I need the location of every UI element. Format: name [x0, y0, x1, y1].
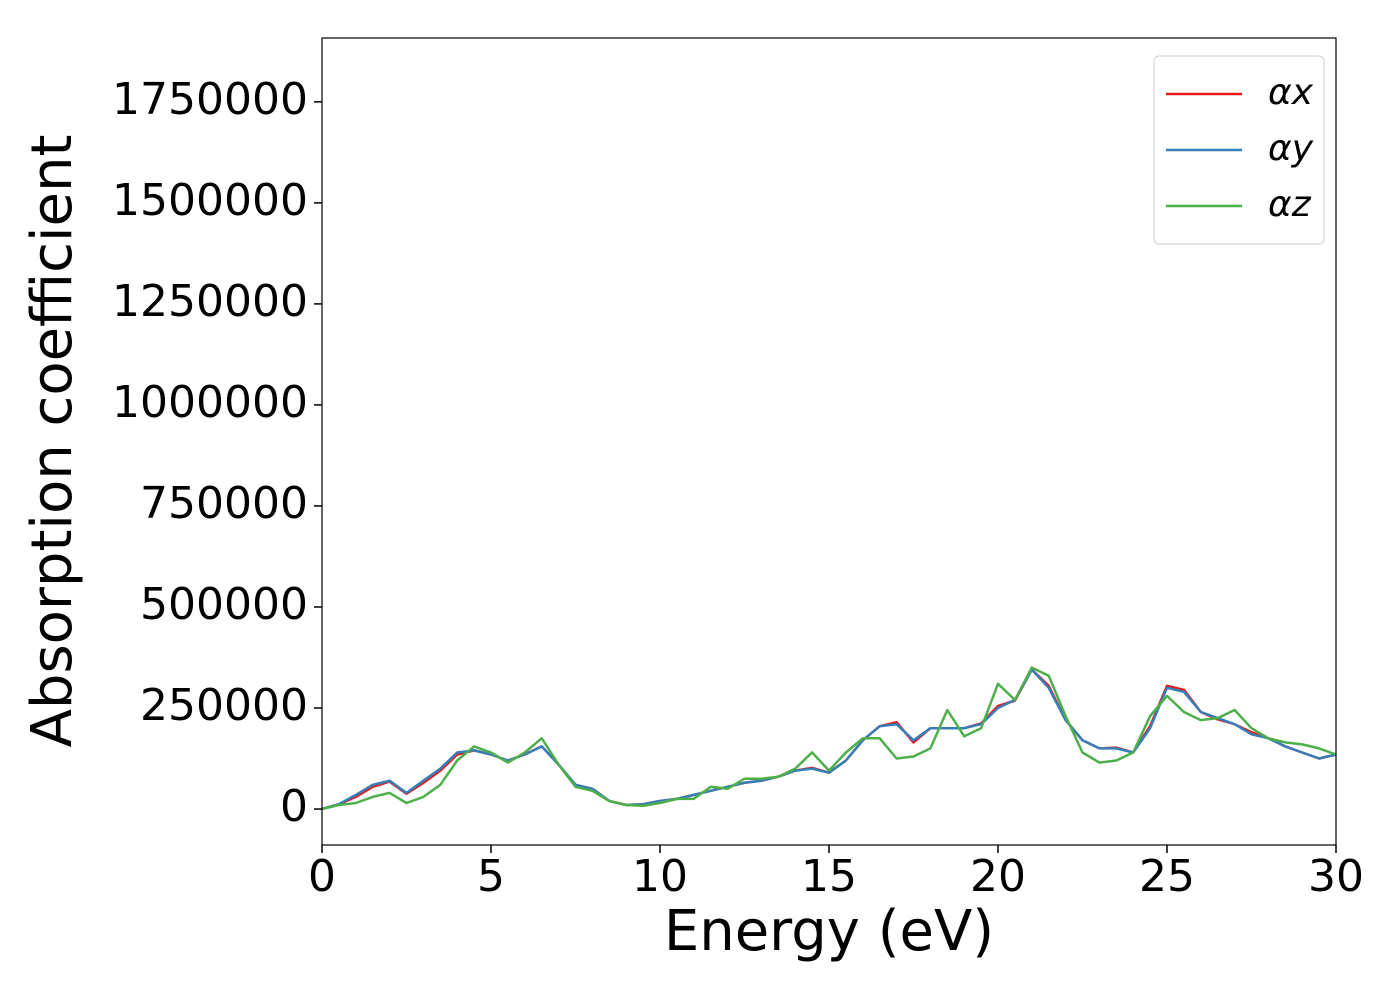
x-tick-label: 15: [801, 851, 857, 902]
x-tick-label: 20: [970, 851, 1026, 902]
x-tick-label: 30: [1308, 851, 1364, 902]
plot-frame: [321, 37, 1337, 846]
legend-label: αy: [1268, 128, 1314, 169]
legend-label: αx: [1268, 72, 1314, 113]
y-axis-label: Absorption coefficient: [20, 135, 85, 748]
legend-label: αz: [1268, 184, 1312, 225]
x-tick-label: 5: [477, 851, 505, 902]
y-tick-label: 250000: [140, 680, 308, 731]
data-line: [321, 668, 1337, 811]
data-line: [321, 668, 1337, 811]
x-axis-label: Energy (eV): [664, 899, 994, 964]
y-tick-label: 0: [280, 781, 308, 832]
y-tick-label: 500000: [140, 579, 308, 630]
x-tick-label: 25: [1139, 851, 1195, 902]
y-tick-label: 750000: [140, 478, 308, 529]
y-tick-label: 1750000: [112, 74, 308, 125]
x-tick-label: 10: [632, 851, 688, 902]
y-tick-label: 1500000: [112, 175, 308, 226]
y-tick-label: 1000000: [112, 377, 308, 428]
data-line: [321, 666, 1337, 811]
y-tick-label: 1250000: [112, 276, 308, 327]
x-tick-label: 0: [308, 851, 336, 902]
